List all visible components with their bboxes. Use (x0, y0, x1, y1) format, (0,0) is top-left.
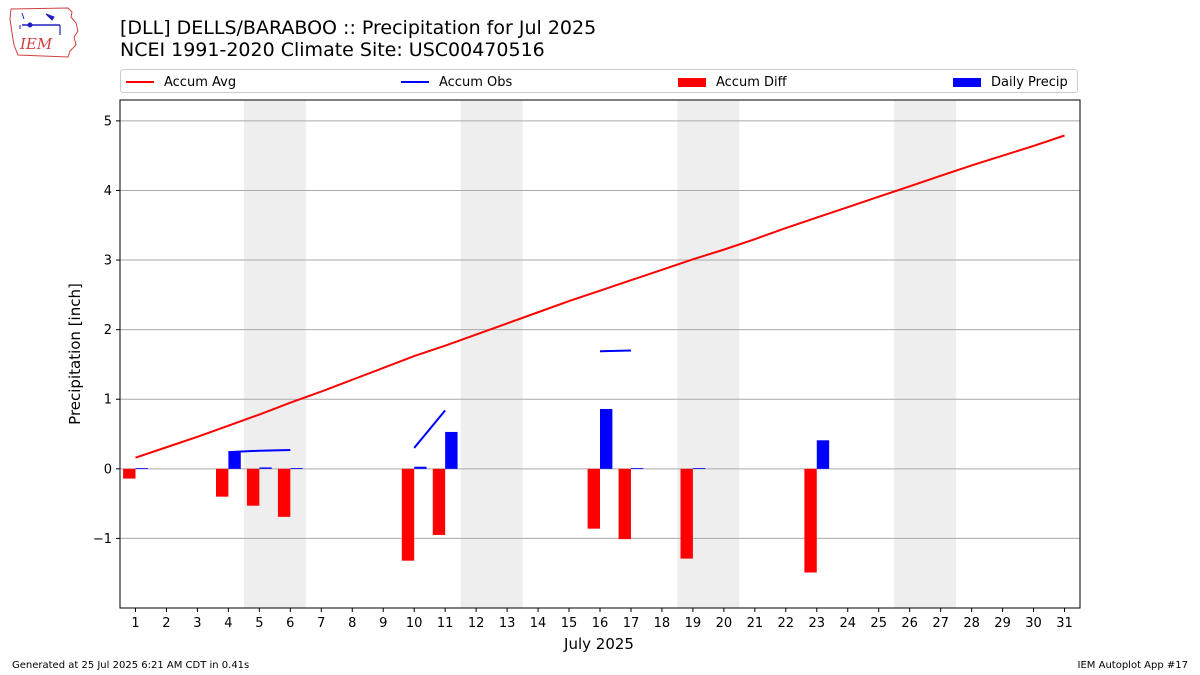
app-credit: IEM Autoplot App #17 (1077, 660, 1188, 671)
x-tick-label: 3 (193, 616, 201, 631)
legend-label-accum-diff: Accum Diff (716, 74, 787, 90)
iowa-state-outline (9, 7, 79, 58)
x-tick-label: 4 (224, 616, 232, 631)
legend-label-daily-precip: Daily Precip (991, 74, 1068, 90)
chart-title: [DLL] DELLS/BARABOO :: Precipitation for… (120, 17, 597, 39)
weather-station-icon (19, 12, 61, 35)
weekend-band (894, 100, 957, 608)
y-axis-label: Precipitation [inch] (66, 283, 84, 425)
x-tick-label: 11 (437, 616, 454, 631)
x-tick-label: 24 (839, 616, 856, 631)
y-tick-label: −1 (93, 532, 112, 547)
iem-logo: IEM (9, 7, 79, 58)
x-tick-label: 28 (963, 616, 980, 631)
daily-precip-bar (259, 467, 272, 469)
x-tick-label: 19 (685, 616, 702, 631)
daily-precip-bar (228, 452, 241, 469)
x-tick-label: 12 (468, 616, 485, 631)
daily-precip-bar (414, 466, 427, 469)
legend-item-accum-diff: Accum Diff (678, 73, 787, 91)
accum-obs-line (413, 409, 446, 449)
y-tick-label: 2 (104, 323, 112, 338)
accum-diff-bar (618, 468, 631, 540)
x-tick-label: 31 (1056, 616, 1073, 631)
x-tick-label: 6 (286, 616, 294, 631)
y-tick-label: 4 (104, 184, 112, 199)
accum-diff-bar (587, 468, 600, 529)
accum-diff-bar (804, 468, 817, 573)
legend-swatch-accum-avg (126, 81, 154, 83)
x-tick-label: 20 (716, 616, 733, 631)
accum-diff-bar (123, 468, 136, 479)
x-tick-label: 13 (499, 616, 516, 631)
legend: Accum Avg Accum Obs Accum Diff Daily Pre… (120, 69, 1078, 93)
chart-subtitle: NCEI 1991-2020 Climate Site: USC00470516 (120, 39, 545, 61)
legend-swatch-accum-obs (401, 81, 429, 83)
legend-item-daily-precip: Daily Precip (953, 73, 1068, 91)
legend-item-accum-avg: Accum Avg (126, 73, 236, 91)
daily-precip-bar (445, 431, 458, 469)
x-tick-label: 17 (623, 616, 640, 631)
x-tick-label: 10 (406, 616, 423, 631)
accum-avg-line (135, 134, 1065, 459)
logo-text: IEM (19, 35, 53, 53)
daily-precip-bar (692, 468, 706, 469)
legend-label-accum-obs: Accum Obs (439, 74, 513, 90)
y-tick-label: 0 (104, 462, 112, 477)
legend-label-accum-avg: Accum Avg (164, 74, 237, 90)
accum-diff-bar (277, 468, 291, 517)
generated-timestamp: Generated at 25 Jul 2025 6:21 AM CDT in … (12, 660, 250, 671)
daily-precip-bar (816, 440, 830, 469)
x-tick-label: 23 (809, 616, 826, 631)
x-tick-label: 18 (654, 616, 671, 631)
x-tick-label: 7 (317, 616, 325, 631)
accum-diff-bar (680, 468, 693, 559)
x-tick-label: 25 (870, 616, 887, 631)
x-tick-label: 1 (131, 616, 139, 631)
accum-obs-line (599, 349, 631, 353)
legend-item-accum-obs: Accum Obs (401, 73, 512, 91)
x-tick-label: 2 (162, 616, 170, 631)
accum-diff-bar (432, 468, 446, 535)
accum-obs-line (228, 449, 291, 454)
x-tick-label: 27 (932, 616, 949, 631)
x-tick-label: 16 (592, 616, 609, 631)
x-tick-label: 21 (747, 616, 764, 631)
plot-frame (119, 99, 1081, 609)
accum-diff-bar (401, 468, 415, 561)
x-tick-label: 14 (530, 616, 547, 631)
x-tick-label: 9 (379, 616, 387, 631)
x-tick-label: 29 (994, 616, 1011, 631)
daily-precip-bar (630, 468, 644, 469)
daily-precip-bar (600, 408, 613, 469)
x-tick-label: 5 (255, 616, 263, 631)
legend-swatch-daily-precip (953, 77, 981, 87)
x-tick-label: 30 (1025, 616, 1042, 631)
y-tick-label: 5 (104, 114, 112, 129)
daily-precip-bar (290, 468, 303, 469)
legend-swatch-accum-diff (678, 77, 706, 87)
x-tick-label: 22 (778, 616, 795, 631)
x-tick-label: 15 (561, 616, 578, 631)
x-axis-label: July 2025 (563, 635, 634, 653)
x-tick-label: 26 (901, 616, 918, 631)
weekend-band (460, 100, 523, 608)
y-tick-label: 3 (104, 254, 112, 269)
x-tick-label: 8 (348, 616, 356, 631)
y-tick-label: 1 (104, 393, 112, 408)
accum-diff-bar (216, 468, 229, 497)
daily-precip-bar (135, 468, 148, 469)
weekend-band (243, 100, 306, 608)
accum-diff-bar (246, 468, 260, 506)
